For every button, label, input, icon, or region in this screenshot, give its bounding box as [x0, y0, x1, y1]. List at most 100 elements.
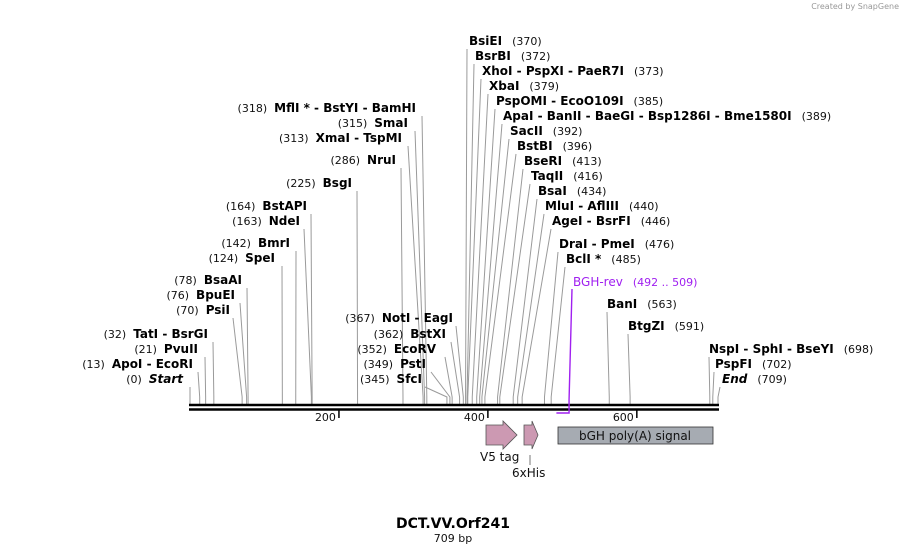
site-line-xbai [471, 93, 489, 404]
primer-name: BGH-rev [573, 275, 623, 289]
site-label-taqii[interactable]: TaqII (416) [531, 169, 603, 183]
site-label-end[interactable]: End (709) [722, 372, 787, 386]
site-line-bpuei [239, 302, 248, 404]
site-position: (372) [521, 50, 551, 63]
site-label-bsaai[interactable]: (78) BsaAI [174, 273, 242, 287]
site-line-xhoi [467, 78, 482, 404]
site-line-sfci [424, 386, 448, 404]
site-line-taqii [499, 183, 531, 404]
site-position: (13) [82, 358, 105, 371]
site-position: (318) [238, 102, 268, 115]
site-position: (591) [675, 320, 705, 333]
site-position: (225) [286, 177, 316, 190]
site-label-noti[interactable]: (367) NotI - EagI [345, 311, 453, 325]
site-enzyme-names: NotI - EagI [382, 311, 453, 325]
site-position: (362) [374, 328, 404, 341]
site-label-bseri[interactable]: BseRI (413) [524, 154, 602, 168]
primer-bgh-rev[interactable]: BGH-rev (492 .. 509) [556, 275, 698, 414]
site-label-smai[interactable]: (315) SmaI [338, 116, 408, 130]
site-position: (367) [345, 312, 375, 325]
site-position: (76) [166, 289, 189, 302]
site-label-psii[interactable]: (70) PsiI [176, 303, 230, 317]
site-position: (370) [512, 35, 542, 48]
site-label-xmai[interactable]: (313) XmaI - TspMI [279, 131, 402, 145]
feature-6xhis[interactable]: 6xHis [512, 420, 545, 480]
site-label-bstxi[interactable]: (362) BstXI [374, 327, 446, 341]
site-label-drai[interactable]: DraI - PmeI (476) [559, 237, 674, 251]
site-enzyme-names: ApaI - BanII - BaeGI - Bsp1286I - Bme158… [503, 109, 792, 123]
site-enzyme-names: XmaI - TspMI [316, 131, 402, 145]
site-label-pspomi[interactable]: PspOMI - EcoO109I (385) [496, 94, 663, 108]
site-enzyme-names: SfcI [397, 372, 422, 386]
site-line-sacii [481, 138, 510, 404]
site-label-bstbi[interactable]: BstBI (396) [517, 139, 592, 153]
site-position: (709) [757, 373, 787, 386]
site-line-bsai [512, 198, 538, 404]
site-label-ndei[interactable]: (163) NdeI [232, 214, 300, 228]
site-position: (124) [209, 252, 239, 265]
site-label-bmri[interactable]: (142) BmrI [221, 236, 290, 250]
site-line-apoi [197, 371, 201, 404]
site-line-nspi [708, 356, 711, 404]
site-enzyme-names: SacII [510, 124, 543, 138]
primer-range: (492 .. 509) [633, 276, 698, 289]
site-label-nrui[interactable]: (286) NruI [330, 153, 396, 167]
site-label-bsiei[interactable]: BsiEI (370) [469, 34, 542, 48]
site-enzyme-names: PsiI [206, 303, 230, 317]
site-line-smai [414, 130, 426, 404]
site-label-xhoi[interactable]: XhoI - PspXI - PaeR7I (373) [482, 64, 664, 78]
site-enzyme-names: BmrI [258, 236, 290, 250]
site-label-bpuei[interactable]: (76) BpuEI [166, 288, 235, 302]
site-position: (485) [611, 253, 641, 266]
site-label-bani[interactable]: BanI (563) [607, 297, 677, 311]
site-enzyme-names: NruI [367, 153, 396, 167]
site-label-bsai[interactable]: BsaI (434) [538, 184, 606, 198]
site-label-xbai[interactable]: XbaI (379) [489, 79, 559, 93]
site-line-psti [430, 371, 451, 404]
site-label-pvuii[interactable]: (21) PvuII [134, 342, 198, 356]
site-label-nspi[interactable]: NspI - SphI - BseYI (698) [709, 342, 873, 356]
site-line-bstbi [484, 153, 517, 404]
site-label-mlui[interactable]: MluI - AflIII (440) [545, 199, 659, 213]
site-label-psti[interactable]: (349) PstI [363, 357, 426, 371]
site-label-sfci[interactable]: (345) SfcI [360, 372, 422, 386]
site-label-start[interactable]: (0) Start [126, 372, 184, 386]
site-position: (698) [844, 343, 874, 356]
site-label-bsrbi[interactable]: BsrBI (372) [475, 49, 550, 63]
site-label-bcli[interactable]: BclI * (485) [566, 252, 641, 266]
site-label-ecorv[interactable]: (352) EcoRV [357, 342, 436, 356]
site-line-ecorv [444, 356, 453, 404]
site-position: (476) [645, 238, 675, 251]
site-label-bsgi[interactable]: (225) BsgI [286, 176, 352, 190]
site-lines [189, 48, 721, 404]
site-label-mfli[interactable]: (318) MflI * - BstYI - BamHI [238, 101, 416, 115]
site-line-psii [232, 317, 243, 404]
site-label-spei[interactable]: (124) SpeI [209, 251, 275, 265]
site-enzyme-names: BseRI [524, 154, 562, 168]
primer-binding-mark [556, 288, 573, 414]
site-line-bsrbi [466, 63, 475, 404]
feature-label: V5 tag [480, 450, 519, 464]
feature-label: bGH poly(A) signal [579, 429, 691, 443]
site-line-drai [543, 251, 559, 404]
site-label-apai[interactable]: ApaI - BanII - BaeGI - Bsp1286I - Bme158… [503, 109, 831, 123]
site-label-tati[interactable]: (32) TatI - BsrGI [104, 327, 208, 341]
site-label-apoi[interactable]: (13) ApoI - EcoRI [82, 357, 193, 371]
site-enzyme-names: BstBI [517, 139, 553, 153]
site-label-sacii[interactable]: SacII (392) [510, 124, 582, 138]
site-label-agei[interactable]: AgeI - BsrFI (446) [552, 214, 670, 228]
site-enzyme-names: DraI - PmeI [559, 237, 635, 251]
site-label-pspfi[interactable]: PspFI (702) [715, 357, 792, 371]
feature-bgh-polya-signal[interactable]: bGH poly(A) signal [557, 426, 714, 445]
site-label-bstapi[interactable]: (164) BstAPI [226, 199, 307, 213]
site-line-ndei [303, 228, 312, 404]
site-line-btgzi [627, 333, 631, 404]
site-enzyme-names: XhoI - PspXI - PaeR7I [482, 64, 624, 78]
site-line-bcli [550, 266, 566, 404]
site-enzyme-names: Start [149, 372, 184, 386]
site-label-btgzi[interactable]: BtgZI (591) [628, 319, 704, 333]
site-position: (563) [647, 298, 677, 311]
feature-v5-tag[interactable]: V5 tag [480, 420, 519, 464]
site-enzyme-names: AgeI - BsrFI [552, 214, 631, 228]
site-position: (142) [221, 237, 251, 250]
